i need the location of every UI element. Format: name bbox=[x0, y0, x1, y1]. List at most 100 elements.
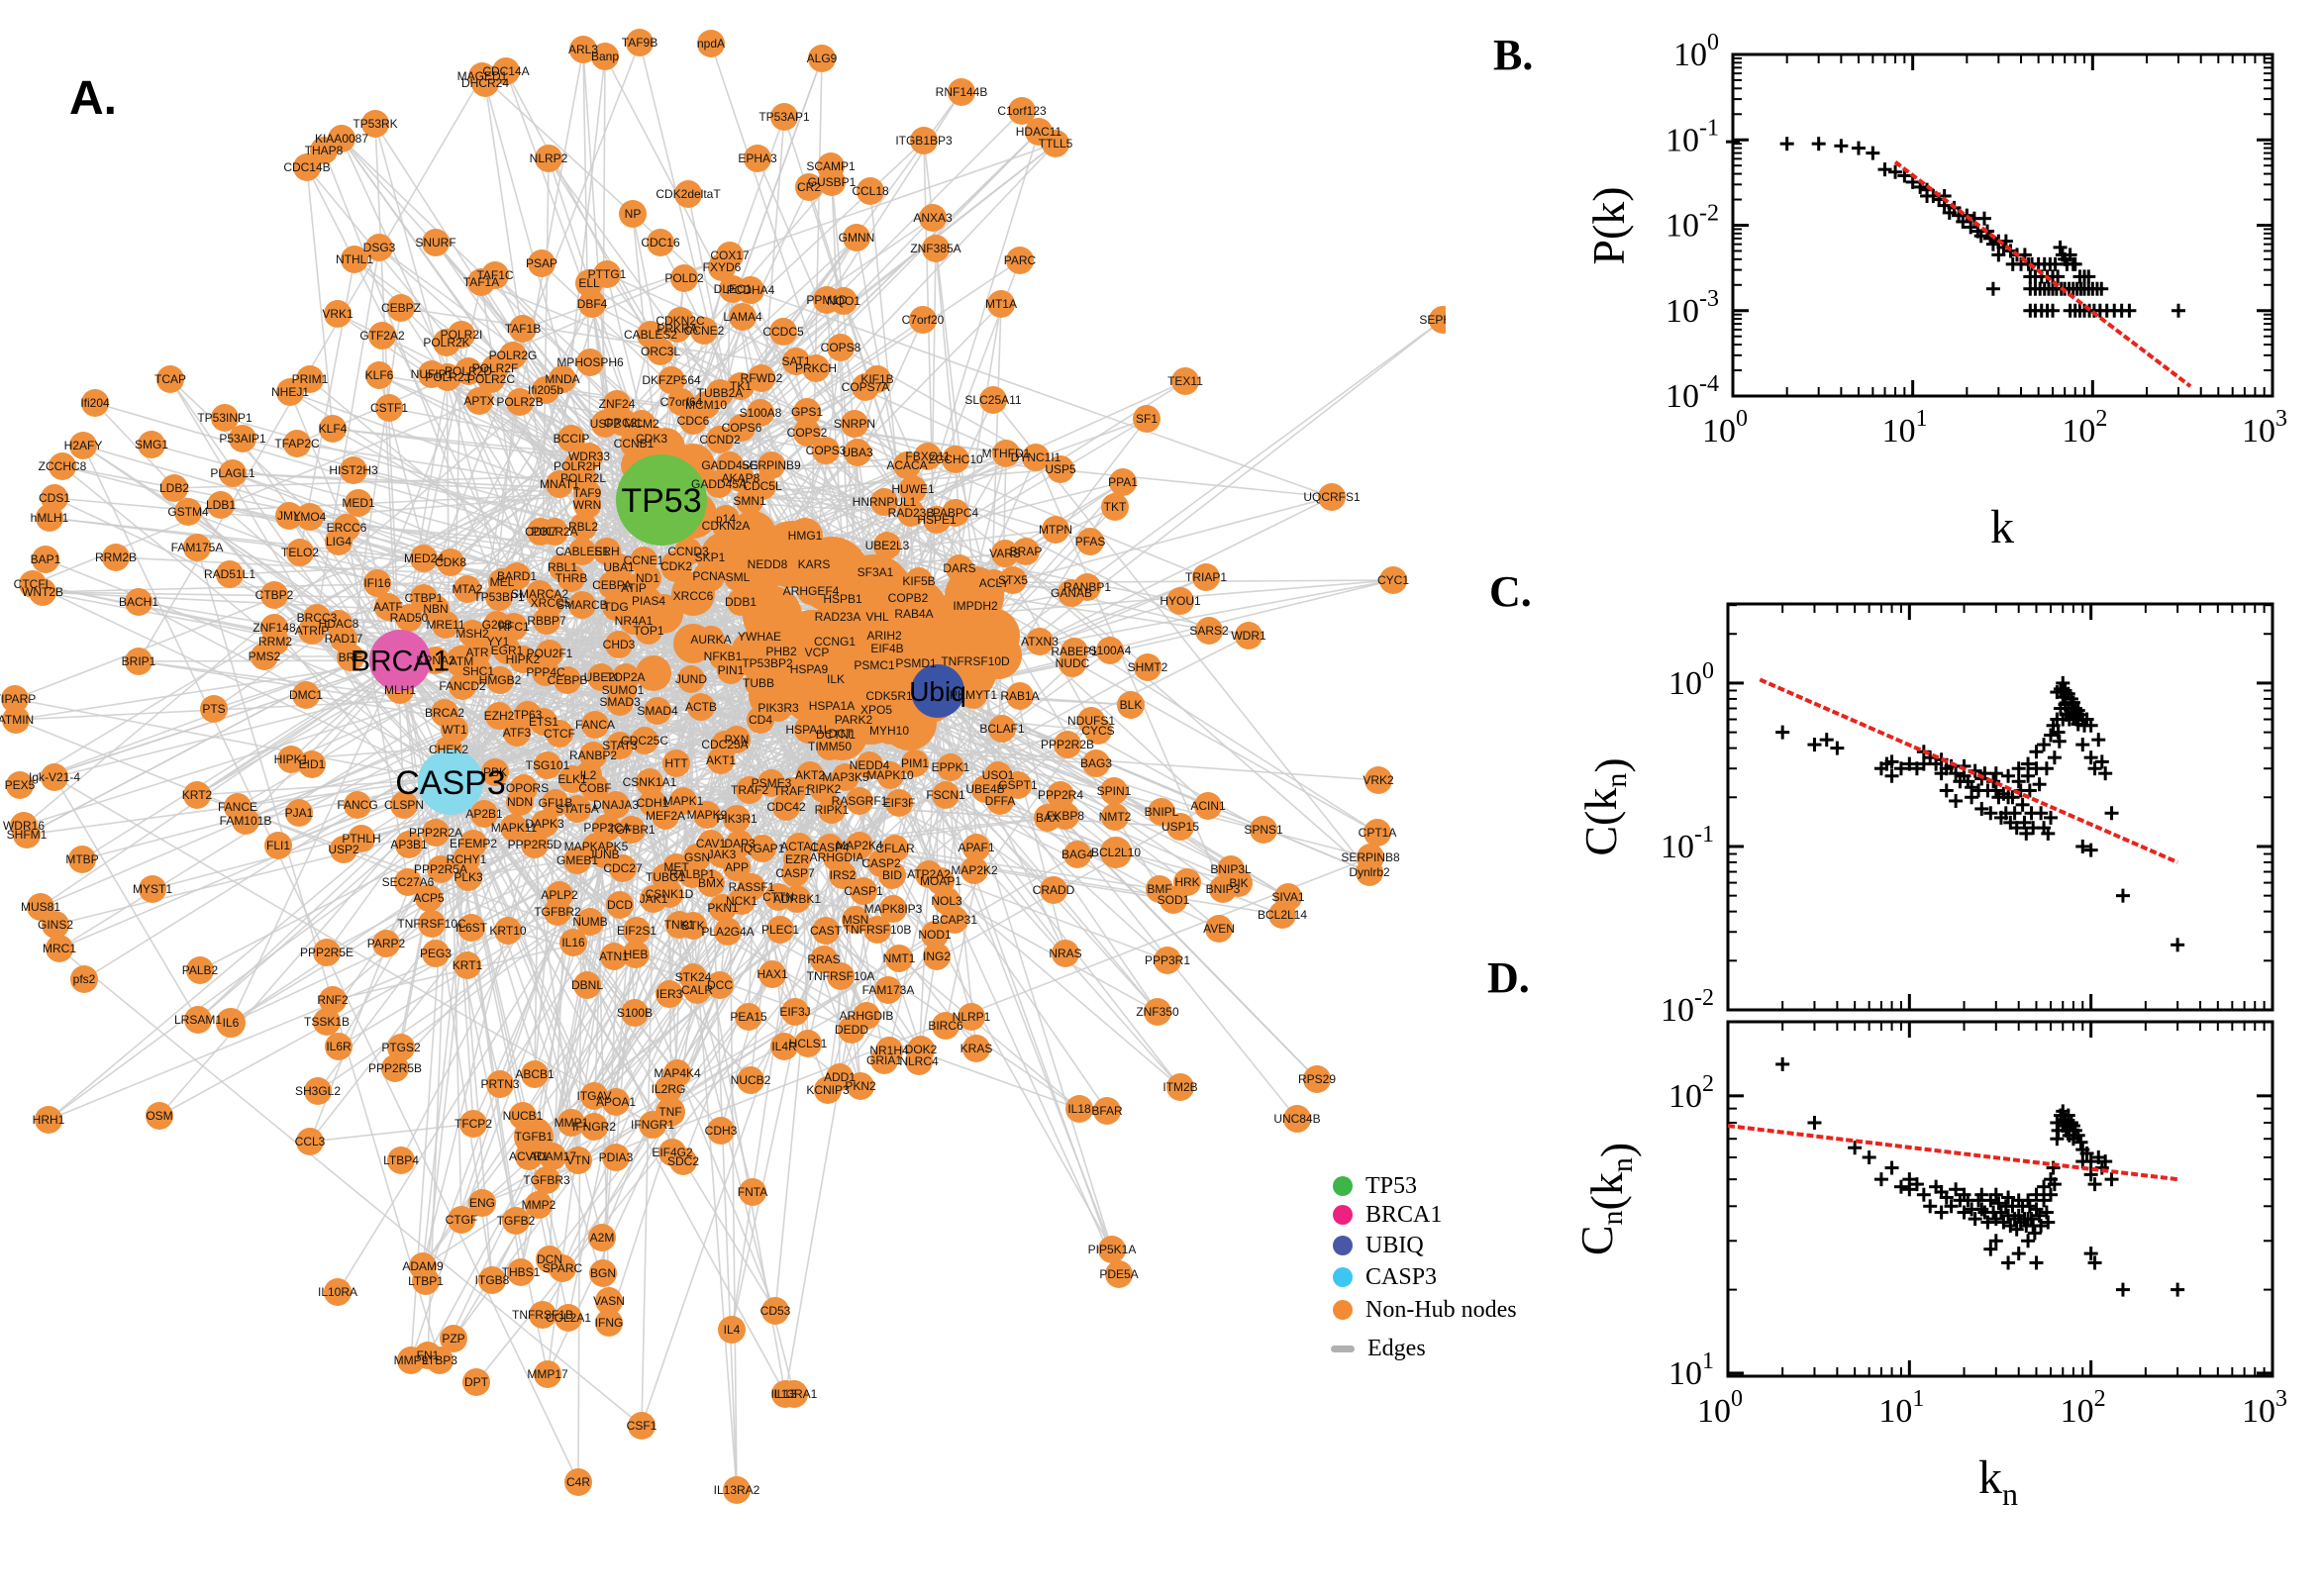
network-node bbox=[824, 603, 852, 631]
node-label: LMO4 bbox=[294, 510, 327, 524]
node-label: TNFRSF10B bbox=[844, 923, 912, 937]
node-label: WDR16 bbox=[3, 819, 45, 833]
node-label: MRE11 bbox=[426, 618, 464, 632]
network-node bbox=[1356, 858, 1383, 886]
node-label: Igk-V21-4 bbox=[29, 770, 80, 784]
node-label: ATR bbox=[465, 646, 488, 659]
node-label: CD4 bbox=[749, 713, 772, 727]
tp53-swatch-icon bbox=[1333, 1176, 1353, 1196]
node-label: PIAS4 bbox=[632, 594, 665, 608]
node-label: TP53BP2 bbox=[742, 656, 793, 670]
network-node bbox=[987, 290, 1015, 318]
network-node bbox=[449, 672, 476, 700]
node-label: BRE bbox=[339, 650, 363, 664]
node-label: BRIP1 bbox=[122, 654, 156, 668]
node-label: EIF4G2 bbox=[652, 1146, 693, 1159]
network-node bbox=[410, 545, 438, 572]
network-node bbox=[296, 365, 324, 393]
network-node bbox=[542, 789, 569, 817]
network-node bbox=[1100, 777, 1128, 805]
node-label: IFNGR1 bbox=[631, 1118, 674, 1132]
network-node bbox=[697, 30, 725, 57]
node-label: C1orf123 bbox=[997, 104, 1047, 118]
network-node bbox=[296, 503, 324, 531]
node-label: CHEK2 bbox=[429, 743, 468, 756]
node-label: PSME3 bbox=[752, 776, 792, 790]
node-label: PZP bbox=[442, 1332, 464, 1346]
network-node bbox=[1012, 538, 1040, 565]
network-node bbox=[718, 1316, 746, 1344]
network-node bbox=[693, 560, 725, 592]
node-label: STAT5A bbox=[556, 802, 599, 816]
node-label: BIK bbox=[1229, 876, 1248, 890]
network-node bbox=[528, 249, 556, 277]
node-label: CCL3 bbox=[295, 1135, 326, 1148]
network-node bbox=[432, 611, 459, 639]
node-label: RALBP1 bbox=[669, 867, 715, 881]
node-label: MYH10 bbox=[869, 724, 909, 738]
node-label: TP53AP1 bbox=[758, 110, 810, 124]
network-node bbox=[81, 389, 109, 417]
node-label: NR4A1 bbox=[615, 614, 654, 628]
network-node bbox=[277, 746, 305, 773]
node-label: IL18 bbox=[1067, 1102, 1091, 1116]
node-label: PPP3R1 bbox=[1145, 953, 1190, 967]
network-node bbox=[1195, 617, 1223, 645]
node-label: HCLS1 bbox=[789, 1037, 828, 1050]
node-label: AP2B1 bbox=[465, 807, 503, 821]
node-label: MPHOSPH6 bbox=[556, 355, 624, 369]
network-node bbox=[549, 1254, 576, 1282]
scatter-points bbox=[1726, 135, 2186, 318]
node-label: BCL2L14 bbox=[1258, 908, 1307, 922]
node-label: MSN bbox=[843, 913, 869, 927]
node-label: TKT bbox=[1104, 500, 1127, 514]
svg-text:101: 101 bbox=[1878, 1386, 1924, 1430]
node-label: CABLES2 bbox=[624, 328, 677, 342]
network-node bbox=[885, 789, 913, 817]
network-node bbox=[324, 300, 352, 328]
network-node bbox=[1076, 528, 1104, 555]
hub-label-casp3: CASP3 bbox=[395, 764, 506, 802]
node-label: RFC1 bbox=[498, 620, 530, 634]
node-label: PPP2R5D bbox=[508, 838, 562, 851]
svg-text:102: 102 bbox=[2061, 1386, 2106, 1430]
network-node bbox=[736, 776, 763, 804]
node-label: SML bbox=[726, 570, 751, 584]
svg-text:102: 102 bbox=[1668, 1071, 1714, 1115]
network-node bbox=[628, 410, 656, 438]
node-label: PPP2R2B bbox=[1041, 738, 1094, 751]
node-label: CTTN bbox=[762, 890, 794, 904]
node-label: npdA bbox=[697, 37, 725, 50]
node-label: HAX1 bbox=[757, 967, 788, 981]
network-node bbox=[1364, 819, 1391, 847]
node-label: ADAM17 bbox=[529, 1149, 576, 1163]
node-label: MMP9 bbox=[394, 1353, 429, 1367]
node-label: VTN bbox=[566, 1153, 590, 1167]
node-label: CCNG1 bbox=[814, 635, 856, 648]
network-node bbox=[541, 518, 568, 546]
network-node bbox=[390, 791, 418, 819]
node-label: HDAC11 bbox=[1016, 125, 1062, 139]
network-node bbox=[422, 940, 450, 967]
network-node bbox=[714, 918, 742, 946]
network-node bbox=[125, 648, 152, 675]
node-label: FAM101B bbox=[220, 814, 272, 828]
node-label: CCNE2 bbox=[684, 324, 725, 338]
network-node bbox=[842, 906, 869, 934]
node-label: CSF1 bbox=[627, 1419, 657, 1433]
node-label: MET bbox=[663, 860, 689, 874]
node-label: CD53 bbox=[760, 1304, 791, 1318]
node-label: ARHGEF4 bbox=[783, 584, 840, 598]
network-node bbox=[761, 1297, 789, 1325]
node-label: BAP1 bbox=[31, 552, 61, 566]
node-label: GSPT1 bbox=[998, 778, 1038, 792]
node-label: FANCG bbox=[337, 798, 377, 812]
node-label: AKT2 bbox=[795, 768, 825, 782]
node-label: BMX bbox=[698, 876, 724, 890]
network-node bbox=[628, 1412, 656, 1440]
node-label: MAPK11 bbox=[491, 821, 538, 835]
network-node bbox=[183, 781, 211, 809]
x-axis-title: kn bbox=[1978, 1451, 2018, 1512]
network-node bbox=[437, 549, 464, 576]
node-label: MAPK1 bbox=[663, 794, 704, 808]
